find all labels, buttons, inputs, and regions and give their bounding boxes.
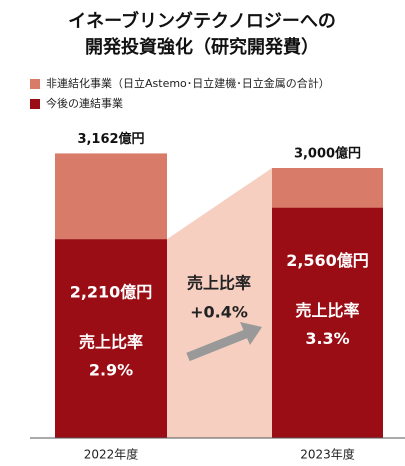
x-tick-label: 2022年度 [84,447,139,462]
change-label: 売上比率 [187,274,251,293]
legend-swatch [30,79,40,89]
ratio-label: 売上比率 [79,333,143,352]
legend-label: 非連結化事業（日立Astemo･日立建機･日立金属の合計） [46,76,330,90]
bar-segment [272,168,383,208]
change-value: +0.4% [190,303,248,322]
x-tick-label: 2023年度 [300,447,355,462]
ratio-label: 売上比率 [295,301,359,320]
bar-segment [272,207,383,438]
bar-segment [55,153,167,240]
value-label: 2,560億円 [286,251,369,270]
arrow-shaft [186,328,250,362]
bar-segment [55,239,167,438]
ratio-value: 2.9% [89,361,133,380]
chart-title: 開発投資強化（研究開発費） [85,36,319,58]
total-label: 3,162億円 [77,131,144,147]
total-label: 3,000億円 [294,146,361,162]
chart-title: イネーブリングテクノロジーへの [68,10,336,32]
ratio-value: 3.3% [305,329,349,348]
arrow-head [240,322,262,345]
legend-swatch [30,99,40,109]
connector-band [167,168,272,438]
value-label: 2,210億円 [70,283,153,302]
legend-label: 今後の連結事業 [46,96,123,110]
